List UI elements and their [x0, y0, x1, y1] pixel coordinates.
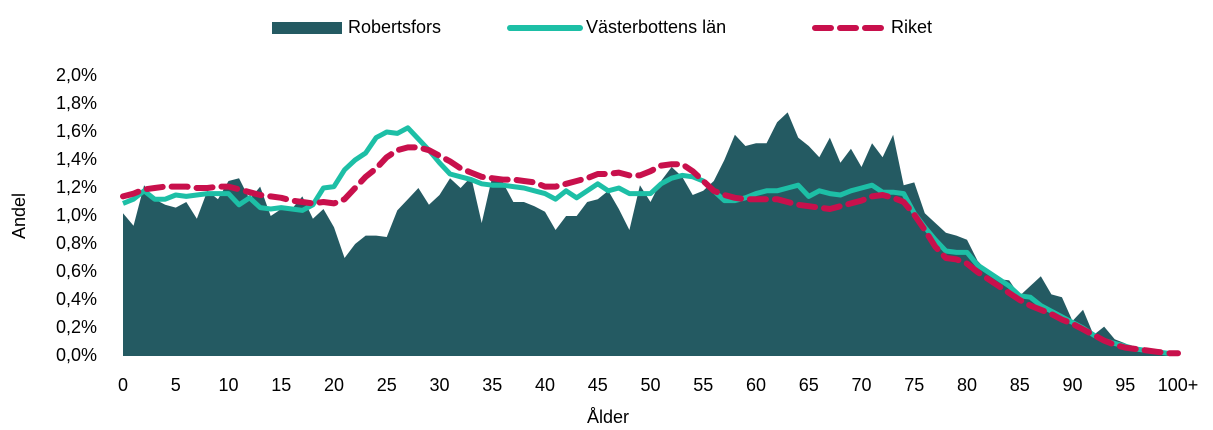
- y-tick-label: 0,2%: [56, 317, 97, 337]
- legend-label: Robertsfors: [348, 17, 441, 37]
- x-tick-label: 20: [324, 375, 344, 395]
- y-tick-label: 2,0%: [56, 65, 97, 85]
- y-tick-label: 0,4%: [56, 289, 97, 309]
- y-tick-label: 0,8%: [56, 233, 97, 253]
- line: [120, 144, 1181, 357]
- x-tick-label: 85: [1010, 375, 1030, 395]
- x-tick-label: 0: [118, 375, 128, 395]
- x-tick-label: 30: [429, 375, 449, 395]
- y-tick-label: 1,4%: [56, 149, 97, 169]
- x-tick-label: 95: [1115, 375, 1135, 395]
- x-tick-label: 45: [588, 375, 608, 395]
- x-tick-label: 40: [535, 375, 555, 395]
- area: [123, 112, 1178, 357]
- x-tick-label: 75: [904, 375, 924, 395]
- x-tick-label: 10: [218, 375, 238, 395]
- y-tick-label: 1,0%: [56, 205, 97, 225]
- line: [122, 125, 1178, 356]
- y-tick-label: 1,6%: [56, 121, 97, 141]
- x-axis-label: Ålder: [587, 407, 629, 427]
- x-tick-label: 5: [171, 375, 181, 395]
- x-tick-label: 50: [640, 375, 660, 395]
- x-tick-label: 55: [693, 375, 713, 395]
- y-tick-label: 1,8%: [56, 93, 97, 113]
- y-tick-label: 0,6%: [56, 261, 97, 281]
- y-tick-label: 0,0%: [56, 345, 97, 365]
- x-tick-label: 60: [746, 375, 766, 395]
- legend-label: Riket: [891, 17, 932, 37]
- x-tick-label: 65: [799, 375, 819, 395]
- x-tick-label: 15: [271, 375, 291, 395]
- legend-label: Västerbottens län: [586, 17, 726, 37]
- x-tick-label: 80: [957, 375, 977, 395]
- y-axis-label: Andel: [9, 193, 29, 239]
- x-tick-label: 90: [1062, 375, 1082, 395]
- y-tick-label: 1,2%: [56, 177, 97, 197]
- x-tick-label: 35: [482, 375, 502, 395]
- x-tick-label: 100+: [1158, 375, 1199, 395]
- x-tick-label: 70: [851, 375, 871, 395]
- x-tick-label: 25: [377, 375, 397, 395]
- legend-swatch: [272, 22, 342, 34]
